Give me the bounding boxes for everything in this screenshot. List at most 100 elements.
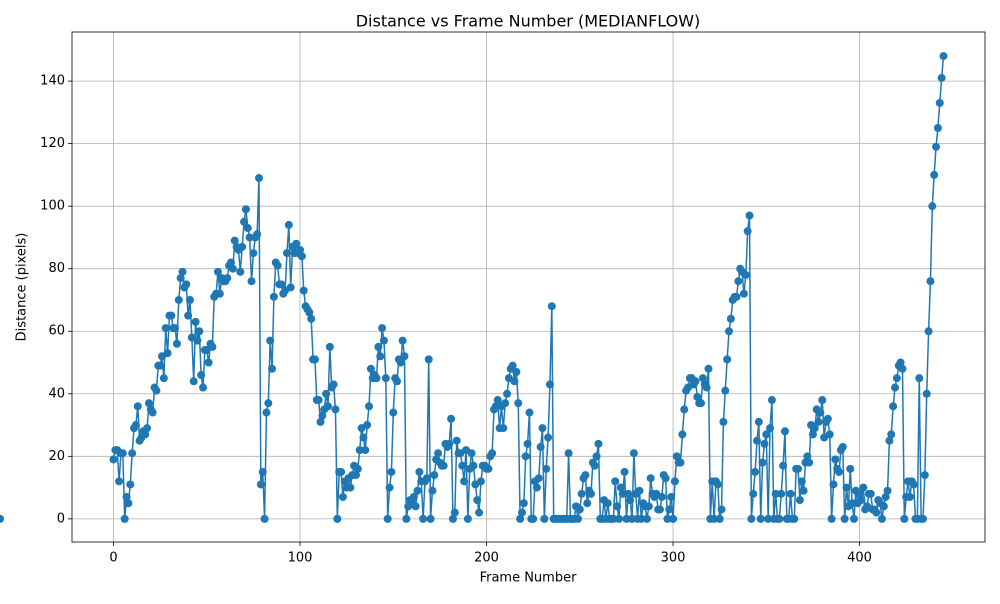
data-point xyxy=(258,467,267,476)
data-point xyxy=(613,502,622,511)
data-point xyxy=(141,430,150,439)
data-point xyxy=(743,227,752,236)
y-tick-label: 60 xyxy=(48,324,65,339)
data-point xyxy=(637,514,646,523)
data-point xyxy=(805,458,814,467)
data-point xyxy=(361,446,370,455)
data-point xyxy=(355,446,364,455)
data-point xyxy=(655,505,664,514)
data-point xyxy=(501,399,510,408)
data-point xyxy=(245,233,254,242)
series-line xyxy=(112,56,945,520)
data-point xyxy=(741,270,750,279)
data-point xyxy=(766,424,775,433)
data-point xyxy=(204,358,213,367)
data-point xyxy=(143,424,152,433)
data-point xyxy=(891,383,900,392)
data-point xyxy=(775,514,784,523)
data-point xyxy=(171,324,180,333)
data-point xyxy=(376,352,385,361)
data-point xyxy=(523,439,532,448)
data-point xyxy=(396,358,405,367)
data-point xyxy=(676,458,685,467)
data-point xyxy=(814,417,823,426)
data-point xyxy=(299,286,308,295)
data-point xyxy=(764,514,773,523)
data-point xyxy=(693,392,702,401)
data-point xyxy=(491,402,500,411)
y-tick-label: 140 xyxy=(40,74,65,89)
data-point xyxy=(182,280,191,289)
x-tick-label: 400 xyxy=(847,551,872,566)
data-point xyxy=(333,514,342,523)
data-point xyxy=(752,436,761,445)
data-point xyxy=(323,402,332,411)
data-point xyxy=(889,402,898,411)
data-point xyxy=(260,514,269,523)
data-point xyxy=(331,405,340,414)
y-tick-label: 120 xyxy=(40,136,65,151)
data-point xyxy=(831,455,840,464)
data-point xyxy=(475,508,484,517)
data-point xyxy=(193,336,202,345)
data-point xyxy=(430,471,439,480)
data-point xyxy=(922,389,931,398)
data-point xyxy=(172,339,181,348)
data-point xyxy=(488,449,497,458)
data-point xyxy=(359,433,368,442)
data-point xyxy=(611,477,620,486)
data-point xyxy=(719,417,728,426)
data-point xyxy=(131,421,140,430)
data-point xyxy=(499,424,508,433)
data-point xyxy=(575,505,584,514)
data-point xyxy=(387,467,396,476)
data-point xyxy=(665,505,674,514)
data-point xyxy=(538,424,547,433)
data-point xyxy=(450,508,459,517)
data-point xyxy=(156,361,165,370)
data-point xyxy=(174,295,183,304)
data-point xyxy=(672,452,681,461)
data-point xyxy=(493,396,502,405)
data-point xyxy=(277,280,286,289)
data-point xyxy=(353,464,362,473)
data-point xyxy=(926,277,935,286)
data-point xyxy=(264,399,273,408)
data-point xyxy=(581,471,590,480)
data-point xyxy=(717,505,726,514)
data-point xyxy=(626,496,635,505)
data-point xyxy=(734,277,743,286)
data-point xyxy=(758,458,767,467)
data-point xyxy=(577,489,586,498)
data-point xyxy=(609,514,618,523)
y-axis-label: Distance (pixels) xyxy=(15,233,30,342)
x-tick-label: 0 xyxy=(109,551,117,566)
data-point xyxy=(872,508,881,517)
data-point xyxy=(586,489,595,498)
data-point xyxy=(0,514,4,523)
data-point xyxy=(670,477,679,486)
data-point xyxy=(521,452,530,461)
data-point xyxy=(378,324,387,333)
data-point xyxy=(745,211,754,220)
data-point xyxy=(118,449,127,458)
data-point xyxy=(508,361,517,370)
data-point xyxy=(816,408,825,417)
data-point xyxy=(191,317,200,326)
data-point xyxy=(310,355,319,364)
data-point xyxy=(542,464,551,473)
data-point xyxy=(419,514,428,523)
data-point xyxy=(411,502,420,511)
data-point xyxy=(545,380,554,389)
data-point xyxy=(691,377,700,386)
data-point xyxy=(857,496,866,505)
data-point xyxy=(329,380,338,389)
data-point xyxy=(223,274,232,283)
data-point xyxy=(933,123,942,132)
data-point xyxy=(642,514,651,523)
data-point xyxy=(825,430,834,439)
data-point xyxy=(256,480,265,489)
data-point xyxy=(503,389,512,398)
data-point xyxy=(428,486,437,495)
